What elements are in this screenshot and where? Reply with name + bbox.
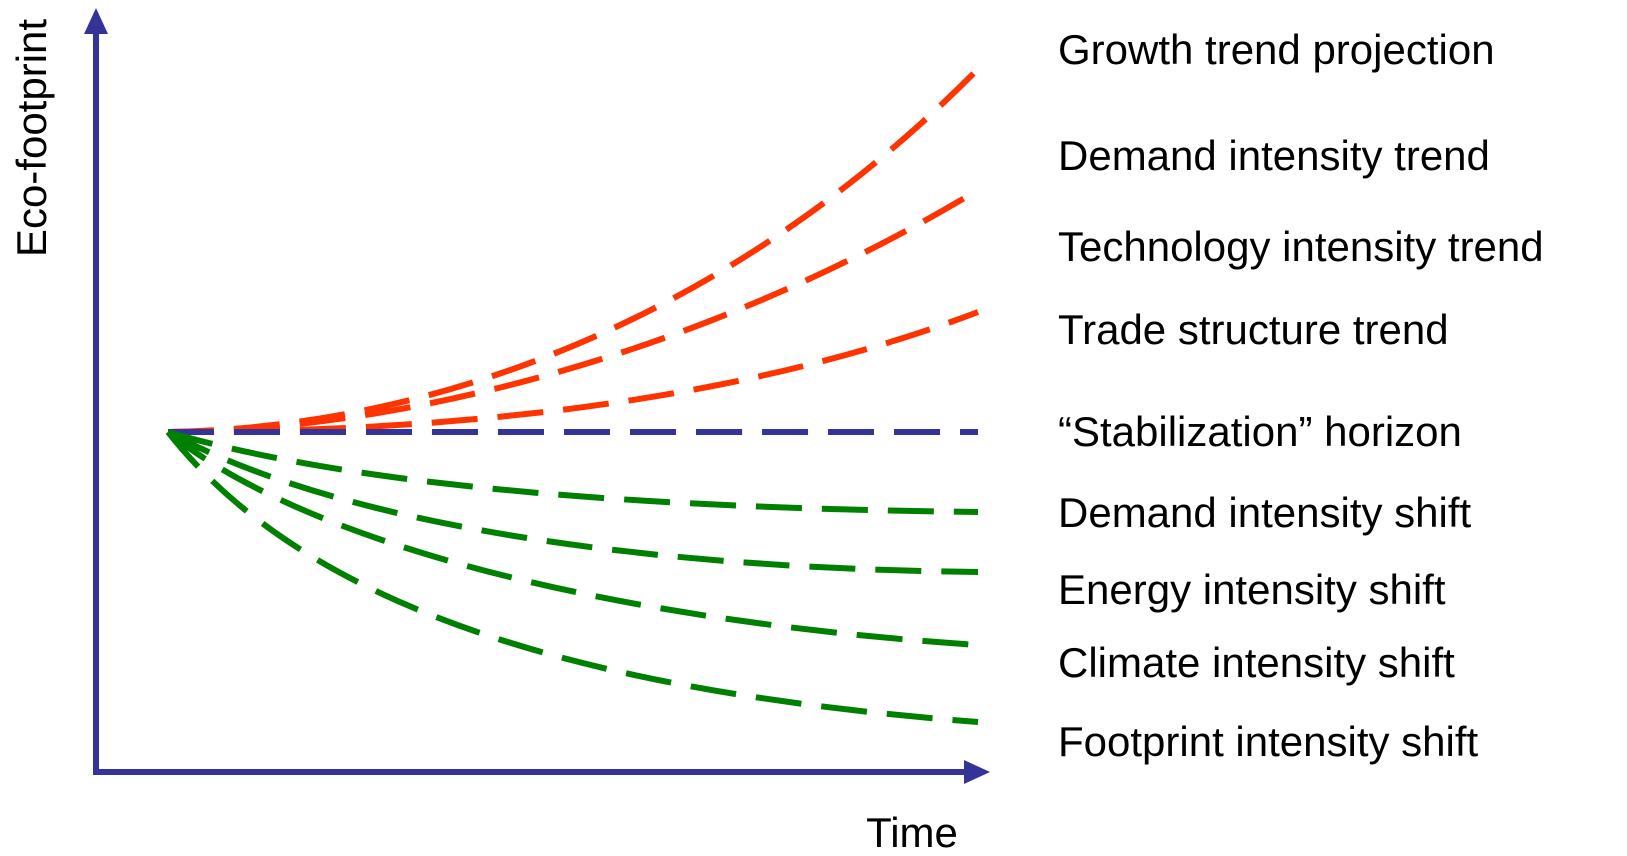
y-axis-label: Eco-footprint — [8, 19, 55, 257]
curve-demand-intensity-shift — [167, 429, 979, 515]
label-technology-intensity-trend: Technology intensity trend — [1058, 223, 1544, 270]
label-growth-trend-projection: Growth trend projection — [1058, 26, 1495, 73]
label-climate-intensity-shift: Climate intensity shift — [1058, 639, 1455, 686]
scenario-curves — [165, 66, 981, 725]
curve-growth-trend-projection — [167, 66, 981, 435]
curve-demand-intensity-trend — [167, 187, 980, 435]
label-demand-intensity-trend: Demand intensity trend — [1058, 132, 1490, 179]
label-demand-intensity-shift: Demand intensity shift — [1058, 489, 1472, 536]
x-axis-label: Time — [866, 809, 958, 856]
label-stabilization-horizon: “Stabilization” horizon — [1058, 408, 1462, 455]
scenario-labels: Growth trend projection Demand intensity… — [1058, 26, 1544, 765]
curve-climate-intensity-shift — [166, 429, 979, 648]
label-trade-structure-trend: Trade structure trend — [1058, 306, 1449, 353]
curve-technology-intensity-trend — [167, 309, 980, 435]
label-footprint-intensity-shift: Footprint intensity shift — [1058, 718, 1479, 765]
curve-energy-intensity-shift — [166, 429, 979, 575]
axes — [84, 8, 990, 784]
label-energy-intensity-shift: Energy intensity shift — [1058, 566, 1446, 613]
x-axis-arrowhead — [964, 760, 990, 784]
curve-footprint-intensity-shift — [165, 430, 979, 725]
y-axis-arrowhead — [84, 8, 108, 34]
